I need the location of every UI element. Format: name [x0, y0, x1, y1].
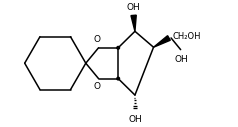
Text: OH: OH — [175, 55, 188, 64]
Text: O: O — [94, 82, 101, 91]
Text: CH₂OH: CH₂OH — [172, 32, 201, 41]
Text: O: O — [94, 35, 101, 44]
Polygon shape — [131, 15, 136, 31]
Circle shape — [117, 46, 119, 49]
Text: OH: OH — [128, 115, 142, 124]
Polygon shape — [154, 36, 170, 47]
Text: OH: OH — [127, 3, 140, 12]
Circle shape — [117, 77, 119, 80]
